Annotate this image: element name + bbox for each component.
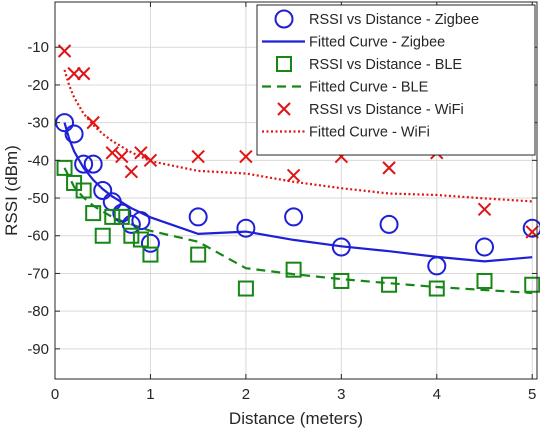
x-axis-title: Distance (meters) xyxy=(229,409,363,428)
data-point-x-stroke-b xyxy=(124,164,139,179)
data-point-square xyxy=(104,208,121,225)
legend-marker-x xyxy=(277,102,291,116)
data-point-x-stroke-b xyxy=(143,153,158,168)
y-tick-label: -50 xyxy=(27,190,49,207)
plot-frame xyxy=(54,1,538,380)
data-point-circle xyxy=(83,154,103,174)
x-tick-label: 3 xyxy=(337,386,345,403)
data-point-x-stroke-b xyxy=(115,149,129,164)
y-tick-label: -20 xyxy=(27,77,49,94)
data-point-square xyxy=(381,276,398,293)
data-point-x xyxy=(105,146,119,160)
series-line-3 xyxy=(63,167,533,295)
data-point-square xyxy=(142,246,159,263)
x-tick-label: 4 xyxy=(433,386,441,403)
x-tick-label: 5 xyxy=(528,386,536,403)
data-point-x xyxy=(86,115,100,130)
legend-label: RSSI vs Distance - BLE xyxy=(309,57,462,73)
data-point-x xyxy=(286,168,301,183)
data-point-square xyxy=(524,276,540,293)
data-point-x-stroke-b xyxy=(86,115,100,130)
data-point-circle xyxy=(93,181,113,200)
data-point-circle xyxy=(112,203,132,223)
legend-label: Fitted Curve - Zigbee xyxy=(309,35,445,51)
data-point-circle xyxy=(188,207,208,227)
data-point-x-stroke-b xyxy=(57,44,72,58)
data-point-x xyxy=(134,146,148,160)
data-point-x xyxy=(124,164,139,179)
data-point-x-stroke-b xyxy=(382,161,396,175)
y-axis-title: RSSI (dBm) xyxy=(2,145,21,236)
legend-box xyxy=(256,4,536,156)
data-point-x xyxy=(382,161,396,175)
data-point-circle xyxy=(379,214,399,234)
data-point-x-stroke-b xyxy=(105,146,119,160)
data-point-square xyxy=(123,227,140,244)
legend-label: RSSI vs Distance - Zigbee xyxy=(309,12,479,28)
x-tick-label: 0 xyxy=(51,386,59,403)
data-point-circle xyxy=(236,218,256,238)
data-point-circle xyxy=(64,124,84,144)
data-point-x xyxy=(143,153,158,168)
data-point-square xyxy=(85,205,102,222)
data-point-x xyxy=(191,149,205,164)
data-point-circle xyxy=(427,256,447,276)
axis-ticks: 0 1 2 3 4 5 -90 -80 -70 -60 -50 -40 -30 -20 -10 xyxy=(27,2,537,403)
legend-marker-square xyxy=(276,56,292,72)
data-point-square xyxy=(333,272,350,289)
data-point-circle xyxy=(140,233,160,253)
data-point-square xyxy=(132,231,149,248)
data-point-circle xyxy=(475,237,495,257)
data-point-square xyxy=(476,272,493,289)
data-point-x-stroke-b xyxy=(76,66,91,81)
data-point-x xyxy=(115,149,129,164)
data-point-x xyxy=(76,66,91,81)
data-point-x-stroke-b xyxy=(67,66,81,81)
data-point-x xyxy=(239,149,253,164)
data-point-circle xyxy=(284,207,304,227)
data-point-square xyxy=(285,261,302,278)
data-point-x xyxy=(67,66,81,81)
legend-label: RSSI vs Distance - WiFi xyxy=(309,102,464,118)
series-line-1 xyxy=(63,122,533,263)
data-point-circle xyxy=(74,154,94,174)
y-tick-label: -90 xyxy=(27,341,49,358)
data-point-x-stroke-b xyxy=(286,168,301,183)
data-point-x-stroke-b xyxy=(477,202,492,217)
y-tick-label: -40 xyxy=(27,152,49,169)
data-point-square xyxy=(237,280,254,297)
y-tick-label: -30 xyxy=(27,115,49,132)
y-tick-label: -80 xyxy=(27,303,49,320)
data-point-square xyxy=(75,182,92,199)
data-point-square xyxy=(113,208,130,225)
data-point-circle xyxy=(131,211,151,231)
data-point-square xyxy=(428,280,445,297)
data-point-circle xyxy=(331,237,351,257)
data-point-x-stroke-b xyxy=(525,225,539,239)
y-tick-label: -60 xyxy=(27,228,49,245)
data-point-square xyxy=(56,159,73,176)
data-point-x-stroke-b xyxy=(134,146,148,160)
x-tick-label: 2 xyxy=(242,386,250,403)
legend-label: Fitted Curve - BLE xyxy=(309,80,429,96)
y-tick-label: -70 xyxy=(27,265,49,282)
data-point-square xyxy=(94,227,111,244)
data-point-square xyxy=(190,246,207,263)
legend: RSSI vs Distance - Zigbee Fitted Curve - … xyxy=(256,4,536,156)
data-point-x-stroke-b xyxy=(191,149,205,164)
legend-marker-x-stroke-b xyxy=(277,102,291,116)
x-tick-label: 1 xyxy=(146,386,154,403)
data-point-x xyxy=(477,202,492,217)
data-point-x-stroke-b xyxy=(239,149,253,164)
y-tick-label: -10 xyxy=(27,39,49,56)
legend-label: Fitted Curve - WiFi xyxy=(309,125,430,141)
series-markers xyxy=(55,44,540,297)
data-point-circle xyxy=(522,218,540,238)
data-point-x xyxy=(57,44,72,58)
legend-marker-circle xyxy=(274,9,294,29)
